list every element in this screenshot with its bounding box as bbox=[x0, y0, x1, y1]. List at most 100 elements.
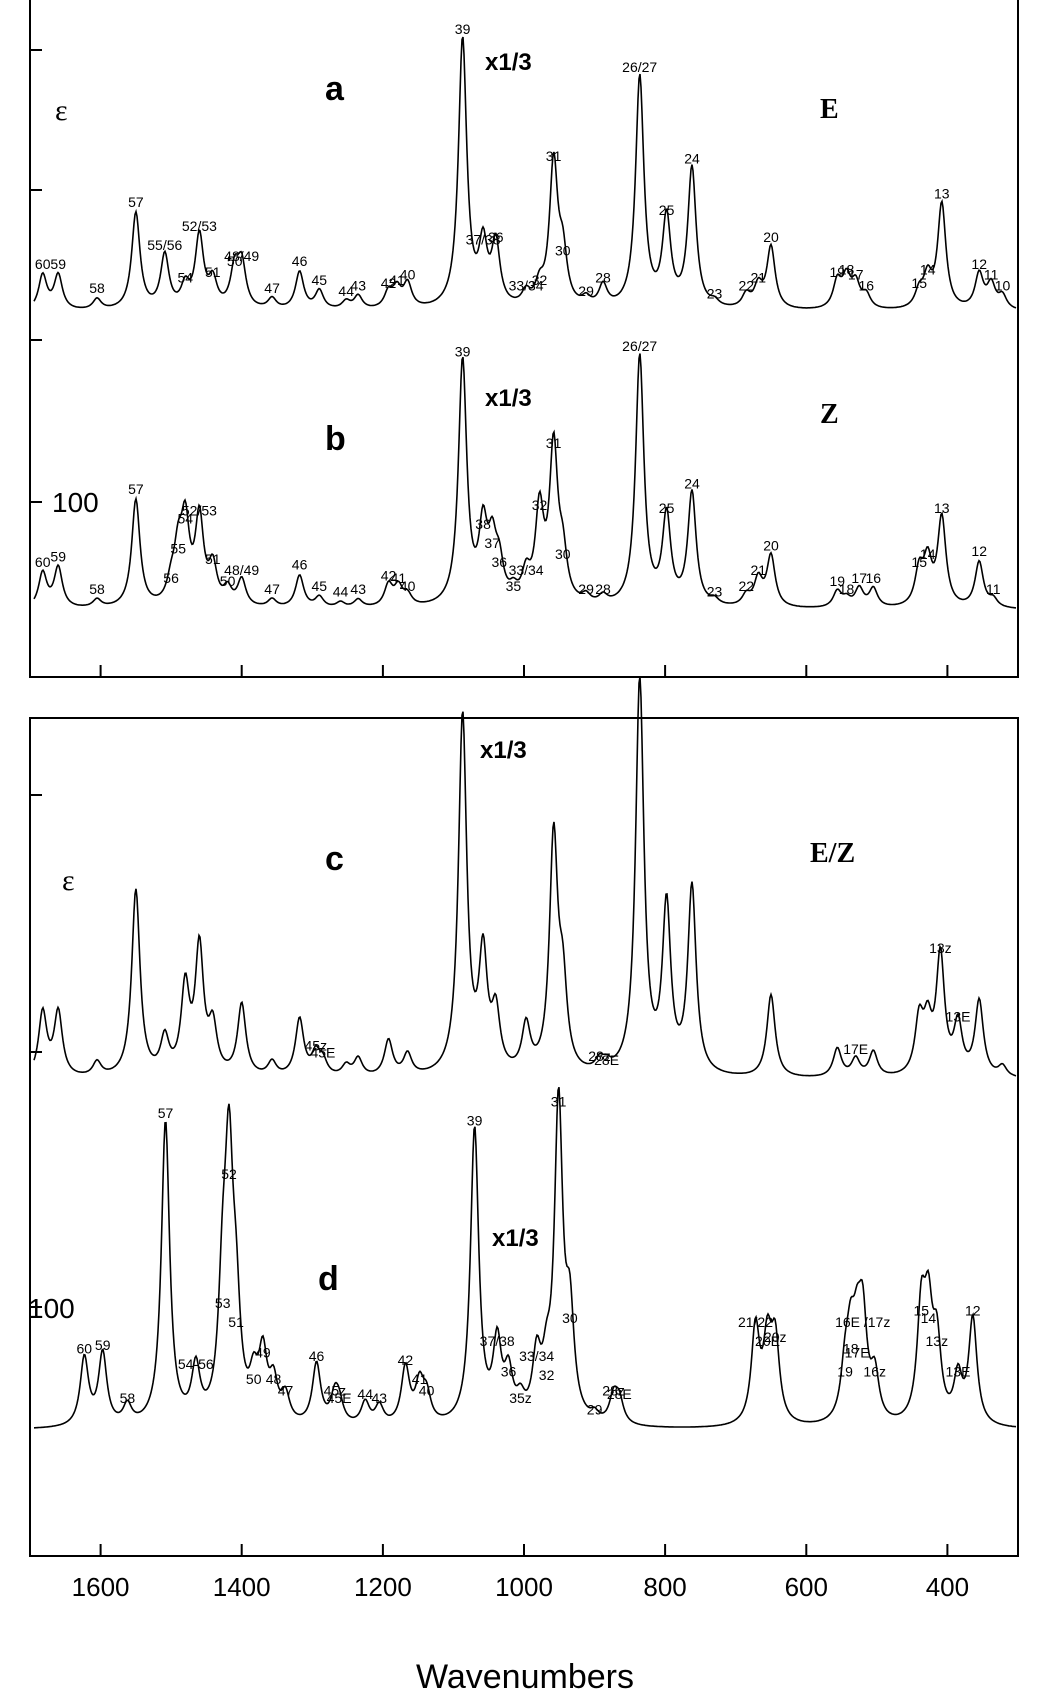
peak-label: 59 bbox=[50, 256, 66, 272]
peak-label: 23 bbox=[707, 286, 723, 302]
peak-label: 31 bbox=[551, 1094, 567, 1110]
peak-label: 17 bbox=[848, 267, 864, 283]
peak-label: 13z bbox=[929, 940, 952, 956]
peak-label: 37 bbox=[484, 535, 500, 551]
peak-label: 60 bbox=[35, 554, 51, 570]
peak-label: 21 bbox=[751, 269, 767, 285]
peak-label: 57 bbox=[128, 481, 144, 497]
peak-label: 50 bbox=[227, 253, 243, 269]
peak-label: 33/34 bbox=[509, 562, 544, 578]
peak-label: 56 bbox=[163, 570, 179, 586]
panel-letter-a: a bbox=[325, 70, 345, 108]
peak-label: 15 bbox=[911, 275, 927, 291]
peak-label: 13E bbox=[946, 1363, 971, 1379]
lower-frame bbox=[29, 717, 1019, 1557]
peak-label: 36 bbox=[488, 229, 504, 245]
peak-label: 46 bbox=[292, 253, 308, 269]
x-tick-label: 600 bbox=[785, 1572, 828, 1602]
peak-label: 20 bbox=[763, 538, 779, 554]
peak-label: 36 bbox=[501, 1363, 517, 1379]
peak-label: 38 bbox=[475, 516, 491, 532]
peak-label: 42 bbox=[381, 275, 397, 291]
peak-label: 45z bbox=[324, 1382, 347, 1398]
peak-label: 42 bbox=[398, 1352, 414, 1368]
panel-letter-c: c bbox=[325, 840, 344, 878]
peak-label: 44 bbox=[333, 584, 349, 600]
peak-label: 35z bbox=[509, 1390, 532, 1406]
x-tick-label: 400 bbox=[926, 1572, 969, 1602]
isomer-label-c: E/Z bbox=[810, 838, 855, 869]
isomer-label-b: Z bbox=[820, 399, 839, 430]
peak-label: 28E bbox=[607, 1386, 632, 1402]
peak-label: 40 bbox=[419, 1382, 435, 1398]
peak-label: 48/49 bbox=[224, 562, 259, 578]
peak-label: 17 bbox=[851, 570, 867, 586]
peak-label: 16E /17z bbox=[835, 1314, 890, 1330]
peak-label: 24 bbox=[684, 151, 700, 167]
peak-label: 55 bbox=[170, 540, 186, 556]
peak-label: 45E bbox=[310, 1045, 335, 1061]
x-tick-label: 1000 bbox=[495, 1572, 553, 1602]
peak-label: 20 bbox=[763, 229, 779, 245]
spectrum-line-c bbox=[33, 676, 1017, 1077]
peak-label: 43 bbox=[372, 1390, 388, 1406]
peak-label: 47 bbox=[264, 280, 280, 296]
scale-label-d: x1/3 bbox=[492, 1225, 539, 1252]
peak-label: 55/56 bbox=[147, 237, 182, 253]
peak-label: 51 bbox=[228, 1314, 244, 1330]
peak-label: 37/38 bbox=[466, 232, 501, 248]
peak-label: 40 bbox=[400, 267, 416, 283]
peak-label: 46 bbox=[309, 1348, 325, 1364]
peak-label: 28z bbox=[588, 1048, 611, 1064]
peak-label: 46 bbox=[292, 557, 308, 573]
peak-label: 13 bbox=[934, 186, 950, 202]
peak-label: 35 bbox=[506, 578, 522, 594]
scale-label-c: x1/3 bbox=[480, 737, 527, 764]
peak-label: 23 bbox=[707, 584, 723, 600]
peak-label: 18 bbox=[839, 261, 855, 277]
spectrum-line-b bbox=[33, 353, 1017, 609]
isomer-label-a: E bbox=[820, 94, 839, 125]
peak-label: 50 bbox=[246, 1371, 262, 1387]
spectrum-line-d bbox=[34, 1086, 1017, 1429]
peak-label: 21/22 bbox=[738, 1314, 773, 1330]
y-tick-label-d: 100 bbox=[28, 1293, 75, 1324]
peak-label: 42 bbox=[381, 567, 397, 583]
peak-label: 16 bbox=[859, 278, 875, 294]
peak-label: 58 bbox=[89, 581, 105, 597]
peak-label: 51 bbox=[205, 551, 221, 567]
peak-label: 31 bbox=[546, 435, 562, 451]
peak-label: 59 bbox=[50, 549, 66, 565]
peak-label: 14 bbox=[921, 1310, 937, 1326]
peak-label: 54 bbox=[178, 511, 194, 527]
peak-label: 45 bbox=[312, 578, 328, 594]
peak-label: 14 bbox=[920, 261, 936, 277]
peak-label: 47 bbox=[278, 1382, 294, 1398]
peak-label: 44 bbox=[357, 1386, 373, 1402]
peak-label: 12 bbox=[965, 1303, 981, 1319]
peak-label: 26/27 bbox=[622, 338, 657, 354]
peak-label: 41 bbox=[412, 1371, 428, 1387]
peak-label: 36 bbox=[492, 554, 508, 570]
peak-label: 20z bbox=[764, 1329, 787, 1345]
peak-label: 16 bbox=[866, 570, 882, 586]
peak-label: 10 bbox=[995, 278, 1011, 294]
peak-label: 28 bbox=[595, 581, 611, 597]
peak-label: 32 bbox=[532, 497, 548, 513]
peak-label: 47 bbox=[264, 581, 280, 597]
peak-label: 54-56 bbox=[178, 1356, 214, 1372]
peak-label: 18 bbox=[839, 581, 855, 597]
peak-label: 52/53 bbox=[182, 218, 217, 234]
peak-label: 11 bbox=[984, 267, 999, 283]
peak-label: 22 bbox=[739, 278, 755, 294]
peak-label: 29 bbox=[578, 283, 594, 299]
peak-label: 12 bbox=[971, 256, 987, 272]
peak-label: 45 bbox=[312, 272, 328, 288]
peak-label: 50 bbox=[220, 573, 236, 589]
x-tick-label: 800 bbox=[643, 1572, 686, 1602]
peak-label: 44 bbox=[338, 283, 354, 299]
peak-label: 33/34 bbox=[519, 1348, 554, 1364]
peak-label: 43 bbox=[350, 581, 366, 597]
peak-label: 58 bbox=[89, 280, 105, 296]
